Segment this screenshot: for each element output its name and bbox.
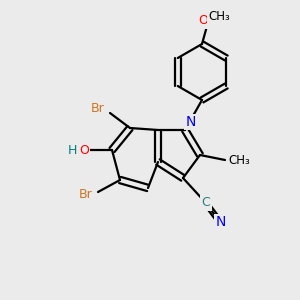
Text: O: O [198,14,208,28]
Text: N: N [186,115,196,129]
Text: Br: Br [79,188,93,200]
Text: CH₃: CH₃ [208,10,230,22]
Text: CH₃: CH₃ [228,154,250,166]
Text: O: O [79,143,89,157]
Text: Br: Br [91,103,105,116]
Text: H: H [67,143,77,157]
Text: N: N [216,215,226,229]
Text: C: C [202,196,210,209]
